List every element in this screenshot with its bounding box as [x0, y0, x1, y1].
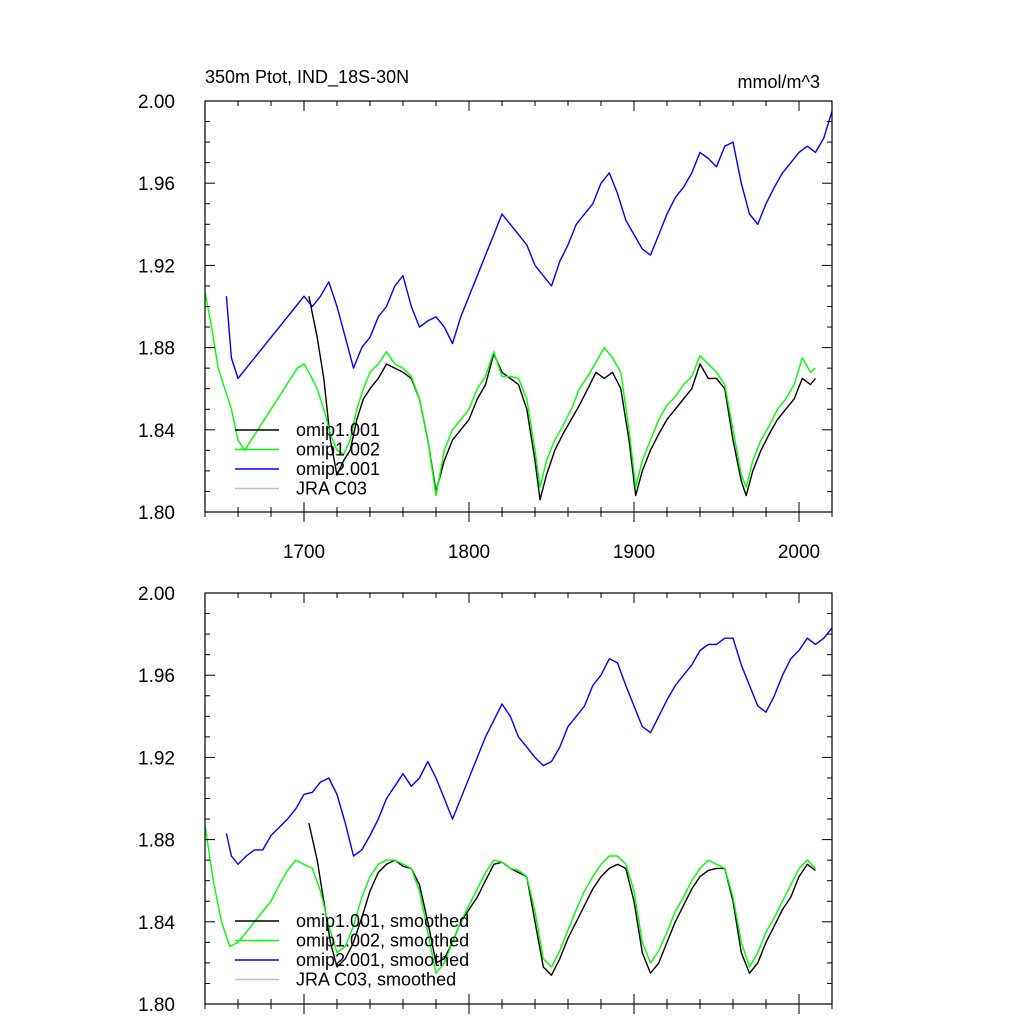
y-tick-label: 1.80 [138, 995, 175, 1016]
x-tick-label: 1700 [283, 542, 325, 563]
units-label: mmol/m^3 [738, 72, 820, 92]
series-line-0 [308, 823, 816, 976]
y-tick-label: 1.88 [138, 339, 175, 360]
y-tick-label: 1.88 [138, 831, 175, 852]
y-tick-label: 1.96 [138, 666, 175, 687]
legend-label: omip1.001 [296, 420, 380, 440]
x-tick-label: 1800 [448, 542, 490, 563]
y-tick-label: 1.84 [138, 421, 175, 442]
y-tick-label: 2.00 [138, 92, 175, 113]
x-tick-label: 2000 [778, 542, 820, 563]
series-line-1 [205, 291, 816, 497]
series-line-2 [225, 627, 832, 865]
y-tick-label: 1.84 [138, 913, 175, 934]
chart-title: 350m Ptot, IND_18S-30N [205, 67, 409, 88]
legend-label: omip2.001, smoothed [296, 950, 469, 970]
legend-label: omip1.001, smoothed [296, 911, 469, 931]
bottom-panel: 1.80 1.84 1.88 1.92 1.96 2.00 omip1.001, smoot… [138, 584, 833, 1016]
legend-label: omip1.002, smoothed [296, 931, 469, 951]
y-tick-label: 1.92 [138, 256, 175, 277]
y-tick-label: 1.92 [138, 748, 175, 769]
series-line-2 [225, 111, 832, 380]
legend-label: omip1.002 [296, 440, 380, 460]
y-tick-label: 1.80 [138, 503, 175, 524]
legend-label: JRA C03, smoothed [296, 970, 456, 990]
y-tick-label: 2.00 [138, 584, 175, 605]
series-line-1 [205, 825, 816, 974]
legend-label: JRA C03 [296, 479, 367, 499]
series-line-0 [308, 296, 817, 501]
top-panel: 1.80 1.84 1.88 1.92 1.96 2.00 1700 1800 1900 2000… [138, 92, 833, 563]
x-tick-label: 1900 [613, 542, 655, 563]
legend-label: omip2.001 [296, 459, 380, 479]
y-tick-label: 1.96 [138, 174, 175, 195]
